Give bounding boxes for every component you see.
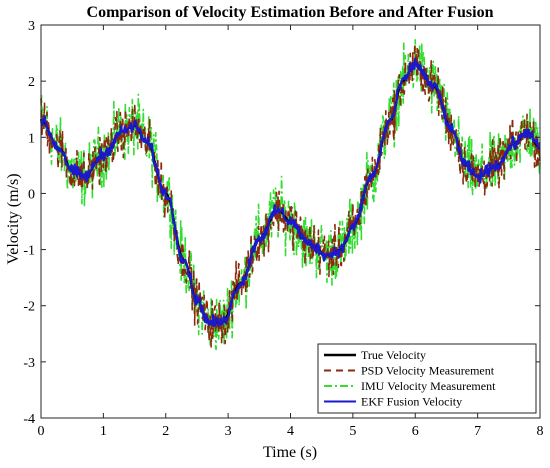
y-tick-label: 1 — [28, 131, 35, 146]
x-tick-label: 4 — [287, 424, 294, 439]
x-tick-label: 7 — [474, 424, 481, 439]
x-axis: 0 1 2 3 4 5 6 7 8 — [38, 25, 544, 439]
x-tick-label: 1 — [100, 424, 107, 439]
y-tick-label: 2 — [28, 75, 35, 90]
y-tick-label: -4 — [23, 412, 35, 427]
legend-entry: IMU Velocity Measurement — [361, 379, 496, 393]
y-tick-label: -2 — [23, 300, 35, 315]
y-axis-label: Velocity (m/s) — [5, 173, 22, 264]
x-tick-label: 5 — [349, 424, 356, 439]
x-axis-label: Time (s) — [263, 444, 317, 461]
series-line — [39, 57, 540, 328]
y-tick-label: -1 — [23, 244, 35, 259]
chart-title: Comparison of Velocity Estimation Before… — [87, 4, 494, 21]
y-axis: -4 -3 -2 -1 0 1 2 3 — [23, 19, 540, 427]
series-line — [40, 42, 541, 348]
x-tick-label: 6 — [412, 424, 419, 439]
legend-entry: True Velocity — [361, 348, 426, 362]
legend-entry: EKF Fusion Velocity — [361, 395, 462, 409]
legend: True Velocity PSD Velocity MeasurementIMU… — [317, 343, 537, 414]
y-tick-label: 0 — [28, 187, 35, 202]
x-tick-label: 0 — [38, 424, 45, 439]
plot-area — [39, 24, 541, 419]
x-tick-label: 3 — [225, 424, 232, 439]
y-tick-label: 3 — [28, 19, 35, 34]
legend-entry: PSD Velocity Measurement — [361, 364, 495, 378]
y-tick-label: -3 — [23, 356, 35, 371]
x-tick-label: 8 — [537, 424, 544, 439]
x-tick-label: 2 — [162, 424, 169, 439]
